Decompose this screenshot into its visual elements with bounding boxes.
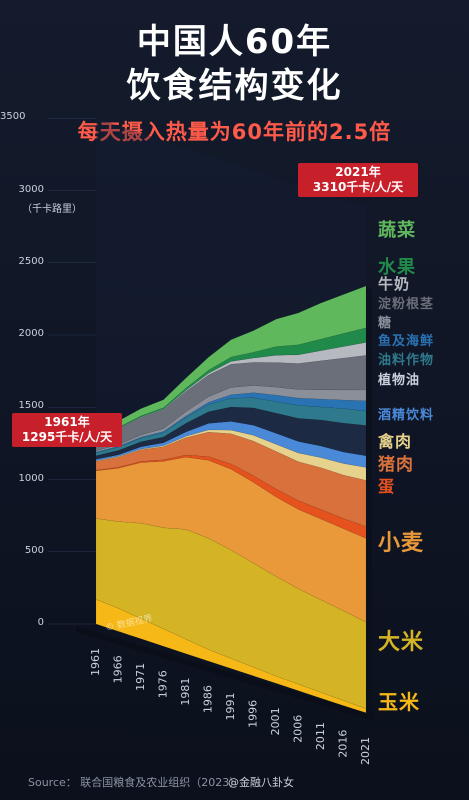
series-label-12: 牛奶 bbox=[378, 275, 411, 293]
x-tick-2021: 2021 bbox=[359, 737, 372, 765]
x-tick-2006: 2006 bbox=[292, 715, 305, 743]
x-tick-1981: 1981 bbox=[179, 678, 192, 706]
x-tick-1961: 1961 bbox=[89, 648, 102, 676]
y-tick-500: 500 bbox=[24, 544, 44, 556]
series-label-13: 水果 bbox=[378, 257, 416, 278]
series-label-7: 植物油 bbox=[378, 373, 421, 388]
callout-1961: 1961年 1295千卡/人/天 bbox=[12, 413, 122, 447]
series-label-6: 酒精饮料 bbox=[378, 408, 435, 423]
x-tick-1986: 1986 bbox=[202, 685, 215, 713]
x-tick-1991: 1991 bbox=[224, 693, 237, 721]
series-label-8: 油料作物 bbox=[378, 353, 435, 368]
y-tick-2500: 2500 bbox=[18, 255, 44, 267]
y-tick-0: 0 bbox=[37, 617, 44, 628]
series-label-5: 禽肉 bbox=[378, 432, 413, 451]
series-label-0: 玉米 bbox=[378, 690, 420, 714]
subtitle: 每天摄入热量为60年前的2.5倍 bbox=[77, 120, 392, 144]
callout-1961-value: 1295千卡/人/天 bbox=[21, 430, 113, 444]
series-label-10: 糖 bbox=[378, 316, 393, 331]
series-label-9: 鱼及海鲜 bbox=[378, 334, 435, 349]
x-tick-1996: 1996 bbox=[247, 700, 260, 728]
y-tick-3000: 3000 bbox=[18, 183, 44, 195]
series-label-1: 大米 bbox=[378, 630, 425, 655]
y-tick-1000: 1000 bbox=[18, 472, 44, 484]
series-label-11: 淀粉根茎 bbox=[378, 297, 435, 312]
callout-1961-year: 1961年 bbox=[44, 415, 90, 429]
x-tick-1976: 1976 bbox=[157, 670, 170, 698]
y-tick-3500: 3500 bbox=[0, 111, 26, 123]
series-label-4: 猪肉 bbox=[378, 455, 414, 475]
weibo-watermark: @金融八卦女 bbox=[228, 776, 294, 789]
y-tick-2000: 2000 bbox=[18, 328, 44, 339]
x-tick-2001: 2001 bbox=[269, 707, 282, 735]
series-label-3: 蛋 bbox=[378, 477, 396, 496]
title-line-1: 中国人60年 bbox=[136, 22, 333, 62]
y-tick-1500: 1500 bbox=[18, 400, 44, 412]
callout-2021-value: 3310千卡/人/天 bbox=[312, 180, 404, 194]
series-label-14: 蔬菜 bbox=[378, 220, 416, 241]
x-tick-2011: 2011 bbox=[314, 722, 327, 750]
title-line-2: 饮食结构变化 bbox=[126, 66, 343, 106]
x-tick-2016: 2016 bbox=[337, 730, 350, 758]
callout-2021-year: 2021年 bbox=[335, 165, 381, 179]
x-tick-1966: 1966 bbox=[112, 655, 125, 683]
x-tick-1971: 1971 bbox=[134, 663, 147, 691]
callout-2021: 2021年 3310千卡/人/天 bbox=[298, 163, 418, 197]
chart-floor bbox=[76, 626, 374, 721]
area-side-face bbox=[366, 286, 372, 716]
y-axis-unit: （千卡路里） bbox=[22, 204, 82, 215]
source-note: Source： 联合国粮食及农业组织（2023） bbox=[28, 776, 241, 789]
series-label-2: 小麦 bbox=[378, 531, 425, 556]
